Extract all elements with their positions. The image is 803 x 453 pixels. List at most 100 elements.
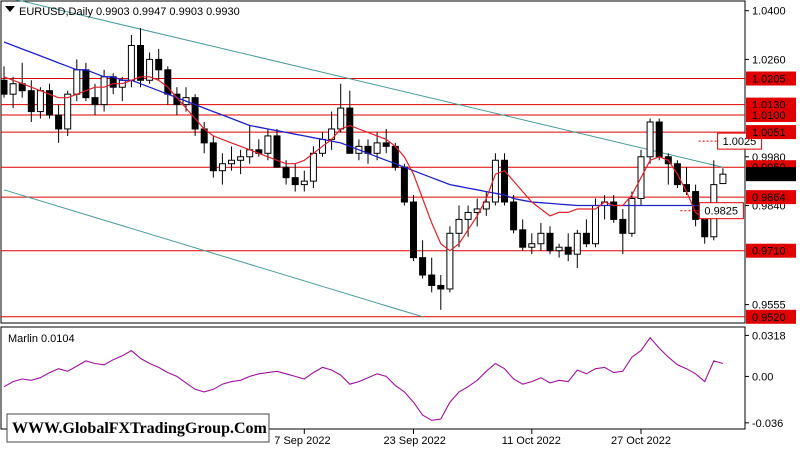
level-price-label: 1.0100 bbox=[752, 110, 786, 122]
candle-body bbox=[501, 159, 508, 203]
candle-body bbox=[127, 44, 135, 81]
candle-body bbox=[100, 76, 108, 106]
candle-body bbox=[419, 257, 427, 276]
level-price-tag bbox=[746, 243, 796, 258]
candle-body bbox=[155, 58, 163, 71]
candle-body bbox=[291, 177, 299, 186]
trend-channel bbox=[3, 0, 724, 318]
price-annotations: 1.0025 0.9825 bbox=[680, 132, 763, 220]
candle-body bbox=[564, 246, 572, 255]
time-tick-label: 27 Oct 2022 bbox=[611, 435, 671, 447]
level-price-label: 0.9520 bbox=[752, 312, 786, 324]
watermark: WWW.GlobalFXTradingGroup.Com bbox=[12, 420, 268, 437]
time-tick-label: 11 Oct 2022 bbox=[502, 435, 561, 447]
level-price-label: 1.0051 bbox=[752, 127, 786, 139]
candle-body bbox=[537, 232, 545, 245]
level-price-tag bbox=[746, 108, 796, 123]
candle-body bbox=[282, 166, 290, 179]
indicator-pane-frame bbox=[0, 326, 746, 430]
candle-body bbox=[455, 218, 463, 234]
level-price-label: 0.9710 bbox=[752, 246, 786, 258]
candle-body bbox=[0, 79, 8, 95]
candle-body bbox=[519, 229, 527, 248]
candle-body bbox=[655, 121, 663, 158]
price-axis: 1.04001.02600.99800.98400.95551.02051.01… bbox=[745, 6, 796, 324]
candle-body bbox=[264, 135, 272, 154]
candle-body bbox=[309, 152, 317, 182]
candle-body bbox=[36, 90, 44, 113]
annotation-label: 0.9825 bbox=[704, 206, 738, 218]
watermark-box bbox=[6, 413, 270, 443]
indicator-tick-label: 0.0318 bbox=[752, 330, 786, 342]
candle-body bbox=[382, 142, 390, 147]
candle-body bbox=[218, 163, 226, 172]
candle-body bbox=[46, 90, 53, 116]
time-tick-label: 7 Sep 2022 bbox=[274, 435, 330, 447]
price-tick-label: 1.0260 bbox=[752, 54, 786, 66]
annotation-label: 1.0025 bbox=[723, 136, 757, 148]
level-price-tag bbox=[746, 190, 796, 205]
candle-body bbox=[646, 121, 654, 158]
candle-body bbox=[109, 76, 117, 88]
ma-blue-line bbox=[3, 41, 723, 207]
indicator-tick-label: -0.036 bbox=[752, 418, 783, 430]
current-price-label: 0.9930 bbox=[752, 169, 786, 181]
candle-body bbox=[209, 142, 217, 172]
candle-body bbox=[191, 97, 199, 130]
collapse-arrow-icon[interactable] bbox=[5, 6, 15, 12]
price-tick-label: 0.9555 bbox=[752, 300, 786, 312]
level-price-label: 0.9864 bbox=[752, 192, 786, 204]
candle-body bbox=[592, 204, 599, 245]
candle-body bbox=[546, 232, 554, 252]
marlin-indicator: 0.0318 0.00 -0.036 bbox=[3, 330, 786, 430]
time-axis: 7 Sep 2022 23 Sep 2022 11 Oct 2022 27 Oct 2… bbox=[274, 429, 671, 447]
annotation-box bbox=[698, 202, 744, 220]
candle-body bbox=[464, 211, 472, 220]
level-price-label: 1.0205 bbox=[752, 74, 786, 86]
candle-body bbox=[273, 135, 281, 168]
indicator-tick-label: 0.00 bbox=[752, 371, 773, 383]
candle-body bbox=[237, 156, 245, 161]
candle-body bbox=[300, 180, 308, 186]
candle-body bbox=[510, 201, 518, 231]
chart-title: EURUSD,Daily 0.9903 0.9947 0.9903 0.9930 bbox=[19, 6, 240, 18]
channel-line bbox=[3, 189, 423, 318]
price-tick-label: 1.0400 bbox=[752, 6, 786, 18]
candle-body bbox=[410, 201, 417, 259]
level-price-tag bbox=[746, 71, 796, 86]
candle-body bbox=[55, 114, 63, 130]
channel-line bbox=[15, 0, 724, 168]
candle-body bbox=[73, 69, 81, 95]
candle-body bbox=[137, 44, 144, 81]
candle-body bbox=[346, 107, 354, 154]
candle-body bbox=[610, 201, 618, 220]
main-pane-frame bbox=[0, 0, 746, 324]
candle-body bbox=[64, 93, 72, 130]
horizontal-levels bbox=[1, 78, 745, 318]
candle-body bbox=[719, 173, 727, 185]
level-price-tag bbox=[746, 309, 796, 324]
candle-body bbox=[27, 90, 35, 113]
candle-body bbox=[573, 232, 581, 255]
candle-body bbox=[446, 232, 454, 290]
candle-body bbox=[400, 166, 408, 203]
ma-red-line bbox=[3, 76, 724, 252]
level-price-tag bbox=[746, 125, 796, 140]
candle-body bbox=[91, 97, 99, 106]
candle-body bbox=[555, 246, 563, 252]
candle-body bbox=[619, 218, 627, 234]
candle-body bbox=[373, 142, 381, 154]
candle-body bbox=[701, 218, 709, 238]
candle-body bbox=[582, 232, 590, 245]
candle-body bbox=[437, 284, 445, 290]
time-tick-label: 23 Sep 2022 bbox=[384, 435, 446, 447]
indicator-label: Marlin 0.0104 bbox=[8, 333, 75, 345]
current-price-tag bbox=[746, 167, 796, 182]
candle-body bbox=[428, 274, 436, 286]
marlin-line bbox=[3, 336, 724, 421]
candle-body bbox=[528, 243, 536, 248]
candle-body bbox=[146, 58, 154, 81]
candle-body bbox=[337, 107, 345, 130]
candle-body bbox=[82, 69, 90, 99]
